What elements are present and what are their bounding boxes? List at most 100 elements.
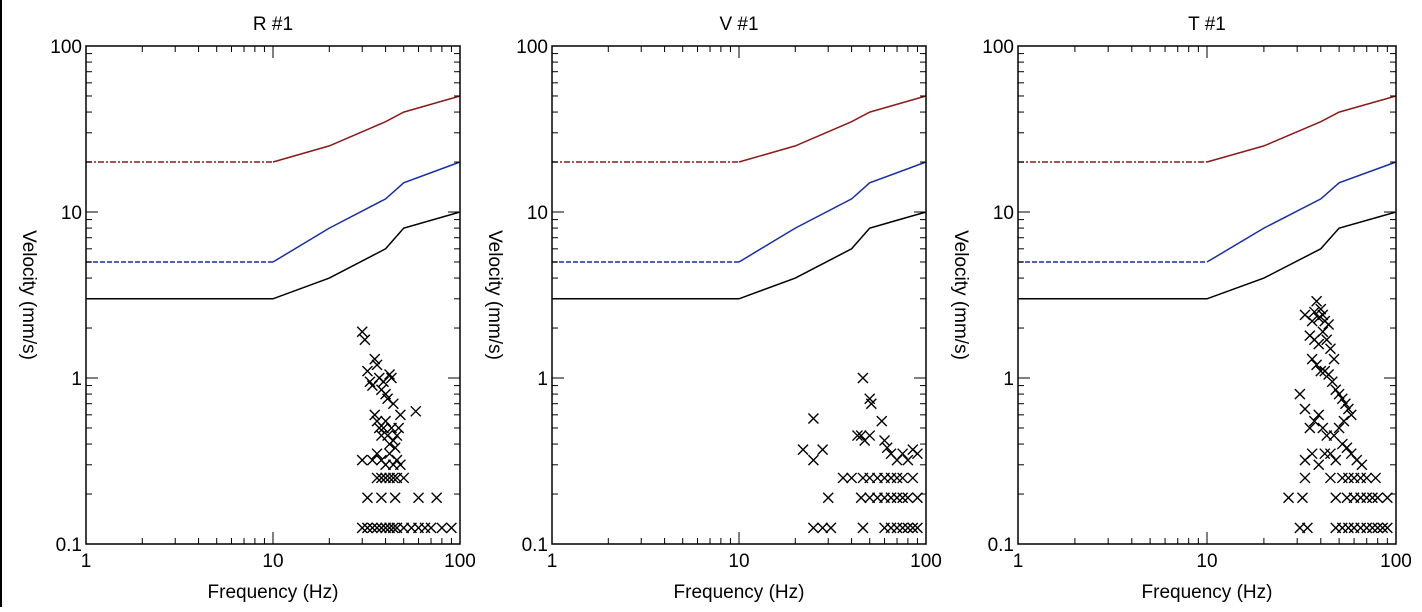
data-point-stroke (1342, 472, 1354, 484)
data-point-marker (378, 422, 390, 434)
data-point-marker (846, 472, 858, 484)
data-point-marker (366, 522, 378, 534)
data-point-marker (1328, 353, 1340, 365)
data-point-marker (1330, 492, 1342, 504)
data-point-stroke (375, 522, 387, 534)
x-tick-label: 10 (1196, 551, 1217, 572)
y-tick-label: 1 (537, 369, 548, 390)
data-point-marker (907, 522, 919, 534)
data-point-marker (371, 522, 383, 534)
limit-curve-line (1018, 211, 1397, 300)
data-point-marker (1341, 442, 1353, 454)
data-point-stroke (1294, 388, 1306, 400)
data-point-stroke (389, 492, 401, 504)
data-point-stroke (864, 472, 876, 484)
data-point-stroke (359, 334, 371, 346)
data-point-marker (1330, 384, 1342, 396)
data-point-stroke (891, 492, 903, 504)
data-point-stroke (382, 430, 394, 442)
data-point-stroke (387, 472, 399, 484)
data-point-stroke (907, 472, 919, 484)
data-point-marker (1366, 492, 1378, 504)
y-axis-label: Velocity (mm/s) (484, 230, 505, 360)
data-point-stroke (356, 522, 368, 534)
data-point-stroke (1361, 522, 1373, 534)
data-point-stroke (384, 368, 396, 380)
data-point-marker (361, 492, 373, 504)
plot-frame (1017, 45, 1397, 545)
data-point-stroke (1315, 303, 1327, 315)
chart-title: R #1 (253, 14, 293, 35)
data-point-marker (1342, 522, 1354, 534)
data-point-marker (394, 459, 406, 471)
data-point-stroke (902, 522, 914, 534)
data-point-stroke (807, 413, 819, 425)
data-point-stroke (1342, 403, 1354, 415)
data-point-marker (857, 522, 869, 534)
data-point-stroke (1306, 315, 1318, 327)
data-point-marker (1321, 334, 1333, 346)
data-point-stroke (1313, 312, 1325, 324)
data-point-marker (837, 472, 849, 484)
data-point-stroke (387, 522, 399, 534)
data-point-stroke (807, 522, 819, 534)
data-point-marker (1333, 422, 1345, 434)
data-point-stroke (1324, 448, 1336, 460)
data-point-marker (387, 398, 399, 410)
data-point-stroke (413, 492, 425, 504)
data-point-marker (1313, 459, 1325, 471)
data-point-stroke (391, 430, 403, 442)
y-tick-label: 100 (982, 37, 1014, 58)
data-point-stroke (1333, 388, 1345, 400)
data-point-stroke (361, 492, 373, 504)
limit-curve-line (1206, 95, 1397, 163)
data-point-marker (907, 472, 919, 484)
data-point-marker (1381, 522, 1393, 534)
data-point-marker (445, 522, 457, 534)
data-point-stroke (864, 393, 876, 405)
data-point-stroke (436, 522, 448, 534)
data-point-marker (881, 442, 893, 454)
data-point-marker (851, 430, 863, 442)
data-point-stroke (1330, 454, 1342, 466)
data-point-stroke (380, 472, 392, 484)
data-point-stroke (1283, 492, 1295, 504)
limit-curve-line (738, 95, 927, 163)
data-point-marker (393, 422, 405, 434)
chart-title: V #1 (719, 14, 758, 35)
data-point-stroke (1313, 459, 1325, 471)
data-point-stroke (1336, 393, 1348, 405)
data-point-marker (380, 472, 392, 484)
data-point-marker (1326, 376, 1338, 388)
x-axis-label: Frequency (Hz) (674, 582, 805, 603)
data-point-stroke (391, 454, 403, 466)
data-point-stroke (366, 454, 378, 466)
data-point-marker (1336, 393, 1348, 405)
data-point-marker (1313, 338, 1325, 350)
data-point-stroke (864, 430, 876, 442)
data-point-marker (1294, 388, 1306, 400)
data-point-stroke (375, 472, 387, 484)
y-tick-label: 100 (516, 37, 548, 58)
chart-title: T #1 (1188, 14, 1226, 35)
data-point-stroke (371, 522, 383, 534)
data-point-stroke (375, 492, 387, 504)
data-point-stroke (1341, 442, 1353, 454)
data-point-stroke (1345, 409, 1357, 421)
data-point-stroke (369, 409, 381, 421)
data-point-marker (897, 448, 909, 460)
data-point-stroke (1333, 422, 1345, 434)
data-point-stroke (817, 522, 829, 534)
data-point-marker (1366, 522, 1378, 534)
data-point-marker (380, 522, 392, 534)
data-point-stroke (361, 522, 373, 534)
data-point-stroke (911, 522, 923, 534)
data-point-marker (394, 409, 406, 421)
data-point-marker (1338, 415, 1350, 427)
x-tick-label: 1 (1013, 551, 1024, 572)
data-point-stroke (864, 492, 876, 504)
data-point-marker (902, 522, 914, 534)
data-point-marker (1311, 295, 1323, 307)
